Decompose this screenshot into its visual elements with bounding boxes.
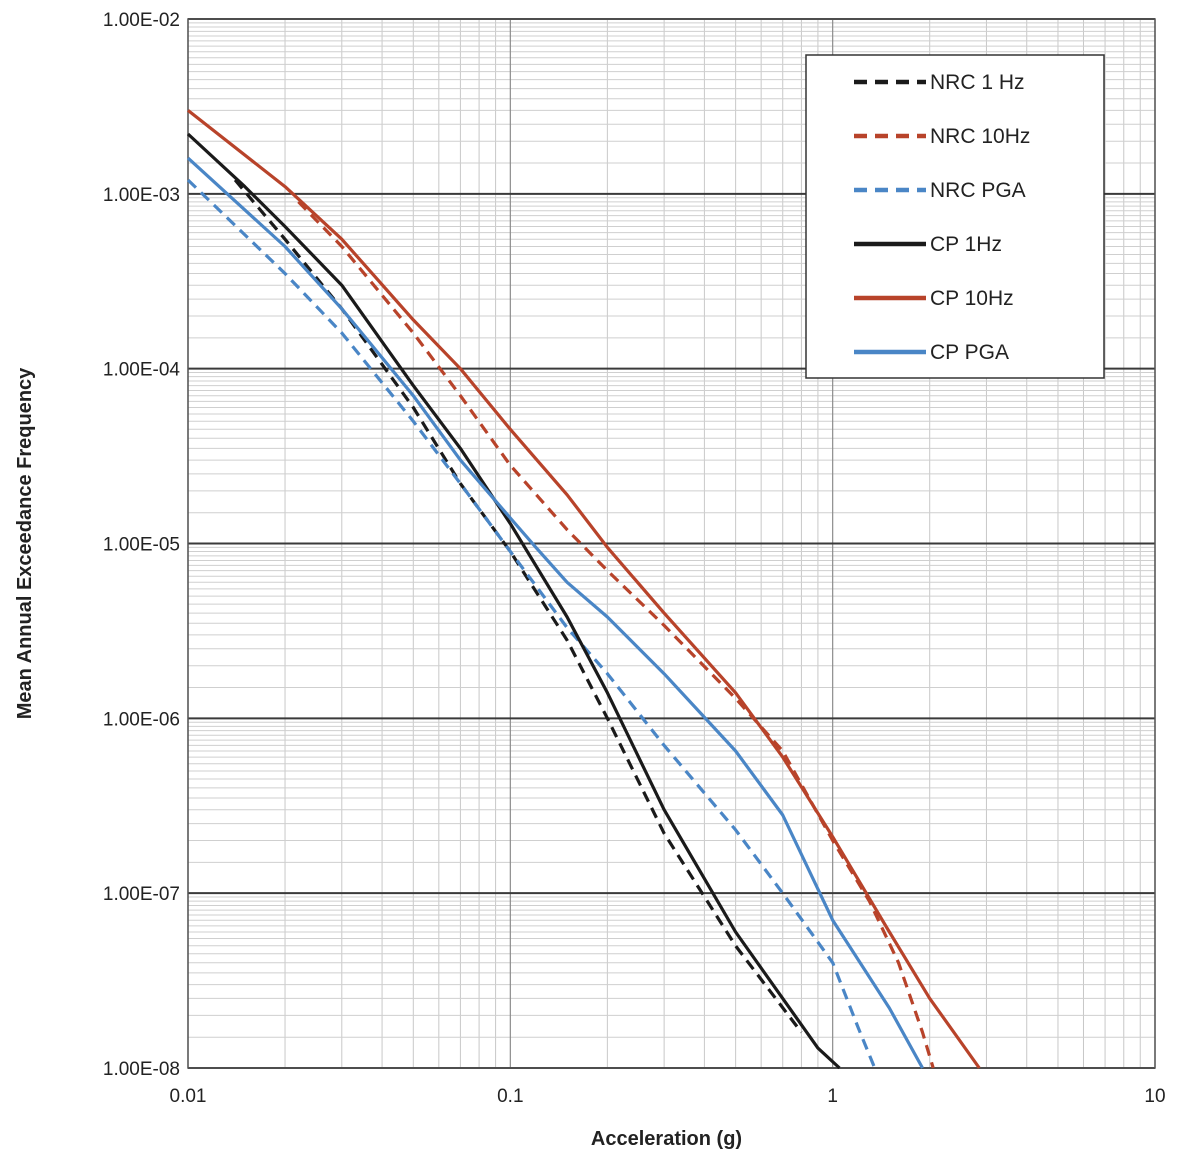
y-axis-tick-labels: 1.00E-08 1.00E-07 1.00E-06 1.00E-05 1.00E-04…: [103, 10, 181, 1080]
y-tick-label: 1.00E-08: [103, 1059, 180, 1080]
series-line-nrc-pga: [186, 178, 877, 1069]
plot-area-frame: [187, 18, 1156, 1069]
y-tick-label: 1.00E-04: [103, 360, 181, 381]
legend-label: CP 1Hz: [930, 233, 1002, 256]
x-tick-label: 1: [827, 1086, 838, 1107]
series-layer: [186, 109, 981, 1070]
x-tick-label: 10: [1144, 1086, 1165, 1107]
y-axis-title: Mean Annual Exceedance Frequency: [14, 367, 36, 719]
y-tick-label: 1.00E-05: [103, 535, 180, 556]
series-line-nrc-1-hz: [233, 178, 803, 1034]
legend: NRC 1 Hz NRC 10Hz NRC PGA CP 1Hz CP 10Hz CP P…: [805, 54, 1105, 379]
y-tick-label: 1.00E-02: [103, 10, 180, 31]
x-axis-tick-labels: 0.01 0.1 1 10: [170, 1086, 1166, 1107]
y-tick-label: 1.00E-07: [103, 884, 180, 905]
legend-label: NRC PGA: [930, 179, 1026, 202]
legend-label: NRC 10Hz: [930, 125, 1030, 148]
legend-label: CP PGA: [930, 341, 1009, 364]
legend-label: CP 10Hz: [930, 287, 1014, 310]
y-tick-label: 1.00E-06: [103, 709, 180, 730]
series-line-nrc-10hz: [297, 200, 935, 1069]
x-tick-label: 0.01: [170, 1086, 207, 1107]
x-tick-label: 0.1: [497, 1086, 523, 1107]
series-line-cp-1hz: [186, 132, 841, 1070]
y-tick-label: 1.00E-03: [103, 185, 180, 206]
legend-label: NRC 1 Hz: [930, 71, 1025, 94]
series-line-cp-10hz: [187, 109, 981, 1069]
series-line-cp-pga: [186, 156, 924, 1069]
legend-box: [805, 54, 1105, 379]
x-axis-title: Acceleration (g): [591, 1128, 742, 1150]
